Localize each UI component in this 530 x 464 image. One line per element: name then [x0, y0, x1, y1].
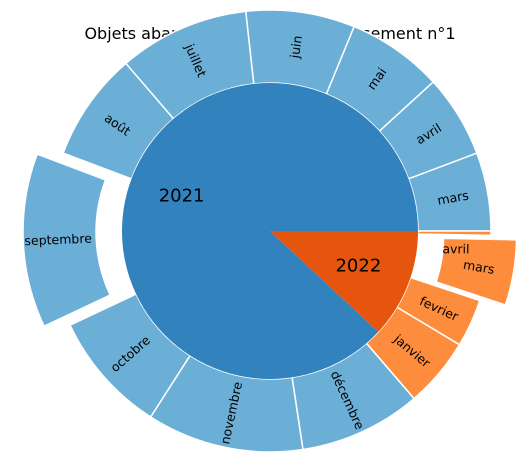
inner-ring	[121, 83, 418, 380]
outer-label-juin-2021: juin	[287, 34, 305, 60]
outer-slice-mars-2022	[435, 237, 518, 306]
inner-slice-2022	[270, 231, 418, 332]
inner-slice-2021	[121, 83, 418, 380]
outer-slice-septembre-2021	[22, 153, 112, 328]
outer-label-mars-2022: mars	[462, 257, 496, 277]
outer-label-mars-2021: mars	[436, 187, 470, 207]
inner-label-2021: 2021	[159, 186, 205, 207]
outer-slice-avril-2022	[417, 230, 492, 237]
outer-label-septembre-2021: septembre	[24, 231, 92, 249]
outer-label-avril-2022: avril	[442, 241, 469, 256]
inner-label-2022: 2022	[335, 255, 381, 276]
